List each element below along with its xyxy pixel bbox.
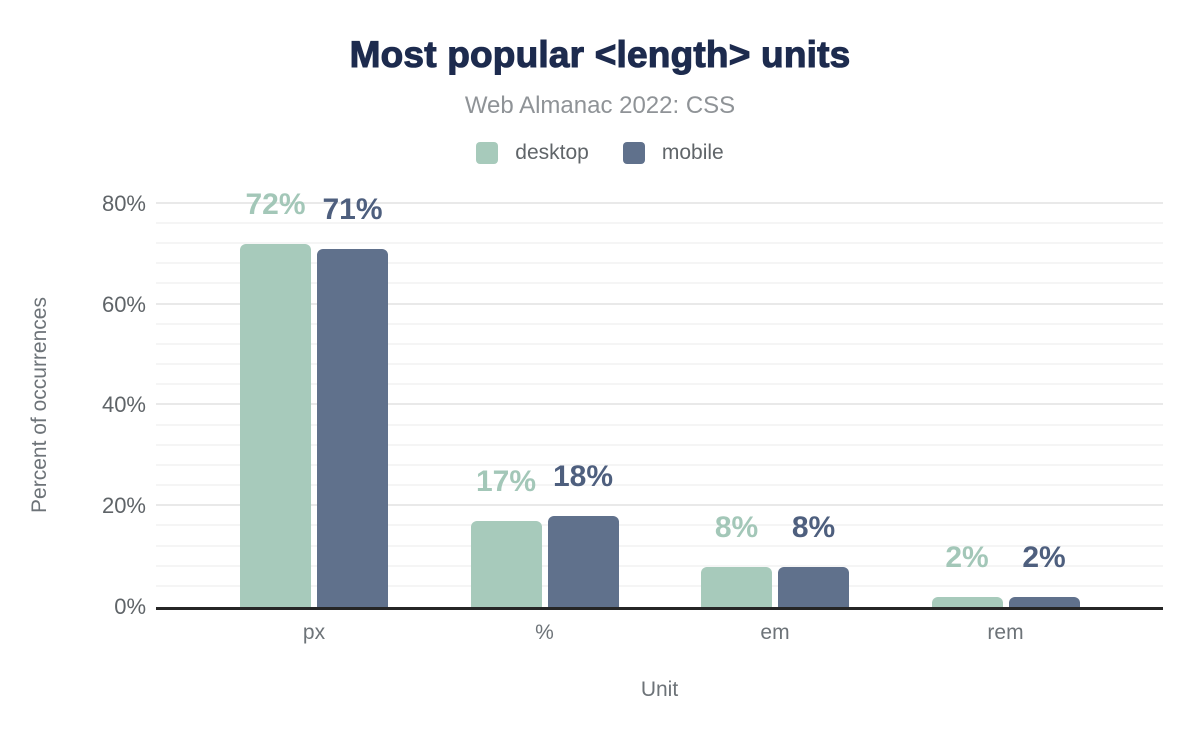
bar-mobile-em[interactable] [778, 566, 849, 607]
legend-label-desktop: desktop [515, 141, 589, 164]
legend-item-desktop[interactable]: desktop [476, 141, 589, 165]
legend-item-mobile[interactable]: mobile [622, 141, 724, 165]
x-tick-label-px: px [302, 621, 326, 644]
chart-subtitle: Web Almanac 2022: CSS [464, 92, 736, 119]
x-tick-label-%: % [535, 621, 554, 644]
y-tick-label: 20% [101, 493, 146, 519]
plot-area: 72% 71% 17% 18% 8% 8% 2% 2% px% em rem [156, 184, 1163, 644]
y-tick-label: 0% [114, 594, 146, 619]
bar-mobile-rem[interactable] [1008, 596, 1080, 607]
x-tick-label-em: em [760, 621, 790, 644]
bar-mobile-%[interactable] [547, 516, 619, 607]
value-label-desktop-px: 72% [245, 188, 306, 222]
value-label-desktop-%: 17% [475, 465, 537, 499]
value-label-mobile-em: 8% [791, 510, 836, 544]
y-tick-label: 40% [101, 392, 146, 418]
bar-desktop-em[interactable] [701, 566, 772, 607]
legend-label-mobile: mobile [661, 141, 724, 164]
legend-swatch-mobile-icon [622, 142, 645, 164]
value-label-mobile-px: 71% [322, 193, 383, 227]
bar-desktop-px[interactable] [240, 244, 311, 607]
value-label-mobile-rem: 2% [1022, 540, 1066, 574]
y-axis-title: Percent of occurrences [28, 297, 51, 513]
bar-desktop-%[interactable] [470, 521, 542, 607]
x-tick-label-rem: rem [987, 621, 1024, 644]
y-tick-label: 60% [101, 291, 146, 317]
chart-title: Most popular <length> units [349, 33, 851, 75]
value-label-desktop-rem: 2% [945, 540, 989, 574]
x-axis-line [156, 607, 1163, 610]
value-label-desktop-em: 8% [714, 510, 759, 544]
value-label-mobile-%: 18% [552, 460, 614, 494]
bar-desktop-rem[interactable] [931, 596, 1003, 607]
gridline-major [156, 201, 1163, 204]
legend-swatch-desktop-icon [476, 142, 499, 164]
x-axis-title: Unit [640, 678, 679, 701]
legend: desktop mobile [0, 141, 1200, 165]
gridline-minor [156, 221, 1163, 224]
y-tick-label: 80% [101, 190, 146, 216]
bar-mobile-px[interactable] [317, 249, 388, 607]
